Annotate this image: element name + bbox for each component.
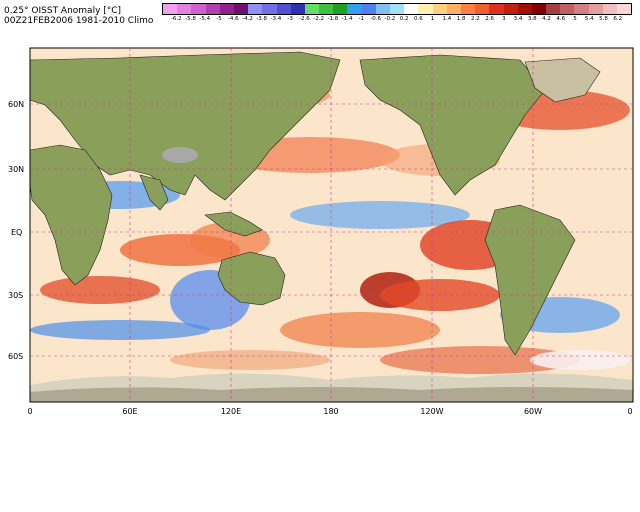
color-scale-cell	[233, 4, 249, 14]
color-scale-label: -3.4	[270, 16, 282, 22]
lat-label-30s: 30S	[8, 291, 23, 300]
color-scale-label: 1	[430, 16, 435, 22]
color-scale-cell	[361, 4, 376, 14]
maritime-continent	[204, 211, 263, 237]
color-scale-bar	[162, 3, 632, 15]
lon-label-180: 180	[323, 407, 338, 416]
color-scale-cell	[404, 4, 419, 14]
color-scale-label: 4.2	[542, 16, 551, 22]
continents	[30, 51, 601, 356]
color-scale-cell	[191, 4, 206, 14]
map-frame	[29, 47, 634, 403]
color-scale-labels: -6.2 -5.8 -5.4 -5 -4.6 -4.2 -3.8 -3.4 -3 -2.6 -2.2…	[162, 16, 632, 26]
lon-label-0-west: 0	[27, 407, 32, 416]
color-scale-label: -1	[358, 16, 365, 22]
color-scale-cell	[617, 4, 632, 14]
color-scale-label: -2.6	[299, 16, 310, 22]
color-scale-cell	[390, 4, 405, 14]
color-scale-label: 5	[573, 16, 577, 22]
color-scale-label: 5.4	[584, 16, 594, 22]
color-scale-label: -5.4	[199, 16, 211, 22]
eurasia-landmass	[30, 51, 341, 201]
color-scale-cell	[489, 4, 504, 14]
color-scale-cell	[248, 4, 263, 14]
color-scale-label: 6.2	[613, 16, 623, 22]
color-scale-label: -5.8	[185, 16, 196, 22]
india-landmass	[139, 174, 169, 211]
color-scale-label: -2.2	[313, 16, 325, 22]
color-scale-cell	[460, 4, 476, 14]
color-scale-label: -1.4	[341, 16, 353, 22]
color-scale-cell	[219, 4, 234, 14]
color-scale-cell	[418, 4, 433, 14]
greenland-landmass	[524, 57, 601, 103]
x-axis-labels: 0 60E 120E 180 120W 60W 0	[27, 407, 632, 416]
lat-label-eq: EQ	[11, 228, 22, 237]
color-scale-label: -5	[216, 16, 222, 22]
color-scale-cell	[574, 4, 589, 14]
south-america-landmass	[484, 204, 576, 356]
color-scale-cell	[602, 4, 617, 14]
lon-label-60e: 60E	[122, 407, 137, 416]
color-scale-label: 4.6	[556, 16, 566, 22]
color-scale-label: -3.8	[256, 16, 268, 22]
color-scale-cell	[503, 4, 518, 14]
color-scale-label: -6.2	[170, 16, 182, 22]
color-scale-cell	[588, 4, 603, 14]
map-title: 0.25° OISST Anomaly [°C]	[4, 6, 122, 16]
lat-label-30n: 30N	[8, 165, 24, 174]
lon-label-60w: 60W	[524, 407, 542, 416]
color-scale-cell	[475, 4, 490, 14]
color-scale-label: -3	[287, 16, 293, 22]
color-scale-label: -4.6	[227, 16, 239, 22]
color-scale-label: -1.8	[327, 16, 339, 22]
color-scale-label: 2.6	[485, 16, 494, 22]
color-scale-label: 1.8	[456, 16, 466, 22]
color-scale-label: 2.2	[470, 16, 480, 22]
lon-label-120e: 120E	[221, 407, 241, 416]
color-scale-cell	[333, 4, 348, 14]
australia-landmass	[217, 251, 286, 306]
color-scale-cell	[205, 4, 220, 14]
color-scale-label: 3.8	[527, 16, 537, 22]
color-scale-label: -0.2	[384, 16, 396, 22]
color-scale-cell	[163, 4, 178, 14]
color-scale-cell	[560, 4, 575, 14]
color-scale-cell	[531, 4, 547, 14]
color-scale-cell	[276, 4, 291, 14]
color-scale-label: 3.4	[513, 16, 523, 22]
color-scale-label: -4.2	[242, 16, 253, 22]
color-scale-cell	[177, 4, 192, 14]
lat-label-60s: 60S	[8, 352, 23, 361]
lat-label-60n: 60N	[8, 100, 24, 109]
color-scale-cell	[432, 4, 447, 14]
color-scale-label: -0.6	[370, 16, 381, 22]
color-scale-label: 0.6	[413, 16, 423, 22]
color-scale-cell	[347, 4, 362, 14]
color-scale-cell	[517, 4, 532, 14]
color-scale-label: 3	[502, 16, 506, 22]
graticule	[30, 48, 633, 402]
color-scale-cell	[319, 4, 334, 14]
y-axis-labels: 60N 30N EQ 30S 60S	[8, 100, 24, 361]
antarctica	[30, 373, 633, 402]
color-scale-label: 0.2	[399, 16, 409, 22]
map-subtitle: 00Z21FEB2006 1981-2010 Climo	[4, 16, 154, 26]
color-scale-label: 5.8	[599, 16, 608, 22]
color-scale-cell	[375, 4, 390, 14]
lon-label-120w: 120W	[420, 407, 443, 416]
color-scale-label: 1.4	[442, 16, 452, 22]
color-scale-cell	[290, 4, 305, 14]
color-scale-cell	[262, 4, 277, 14]
africa-landmass	[30, 144, 113, 286]
color-scale-cell	[304, 4, 320, 14]
color-scale-cell	[546, 4, 561, 14]
color-scale-cell	[446, 4, 461, 14]
lon-label-0-east: 0	[627, 407, 632, 416]
